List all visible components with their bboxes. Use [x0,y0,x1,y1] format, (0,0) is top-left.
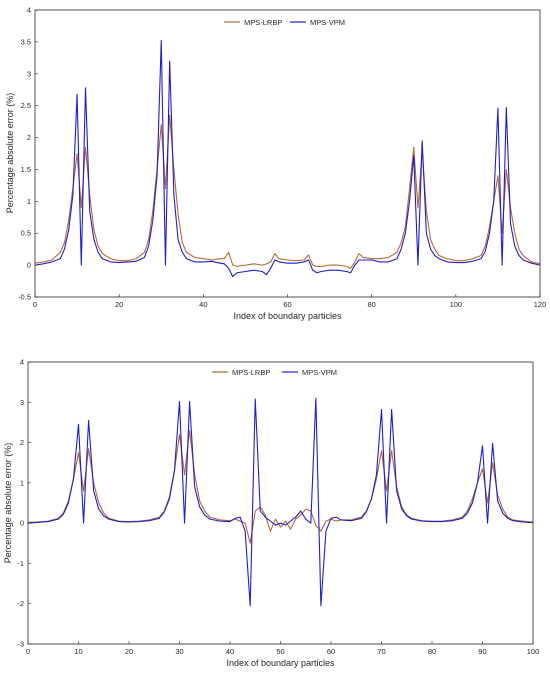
y-tick-label: -1 [17,559,24,568]
legend-box-bottom [206,366,352,378]
x-tick-label: 100 [450,300,463,309]
legend-bottom: MPS-LRBP MPS-VPM [206,366,352,378]
x-tick-label: 80 [428,647,436,656]
series-line-mps-vpm-top [34,40,541,278]
x-tick-label: 40 [199,300,207,309]
y-tick-label: 3 [20,398,24,407]
chart-top: 0 20 40 60 80 100 120 -0.500.511.522.533.54 In… [5,6,546,322]
plot-area-bottom [27,361,534,645]
series-line-mps-vpm-bottom [27,397,534,607]
y-tick-label: 1 [20,478,24,487]
x-tick-label: 30 [175,647,183,656]
legend-label-lrbp-bottom: MPS-LRBP [232,368,270,377]
y-tick-label: 2 [20,438,24,447]
x-tick-label: 40 [226,647,234,656]
x-tick-label: 60 [283,300,291,309]
y-axis-ticks-bottom: -3 -2 -1 0 1 2 3 4 [17,358,31,649]
y-tick-label: 3.5 [21,37,31,46]
x-axis-ticks-bottom: 0 10 20 30 40 50 60 70 80 90 100 [26,641,539,656]
y-tick-label: 1 [27,197,31,206]
legend-top: MPS-LRBP MPS-VPM [218,16,356,28]
x-axis-label-top: Index of boundary particles [233,311,342,321]
y-tick-label: 0.5 [21,229,31,238]
x-tick-label: 20 [115,300,123,309]
x-tick-label: 70 [377,647,385,656]
y-tick-label: 3 [27,69,31,78]
y-tick-label: 4 [20,358,24,367]
x-axis-ticks-top: 0 20 40 60 80 100 120 [33,294,546,309]
y-tick-label: 0 [27,261,31,270]
x-tick-label: 50 [276,647,284,656]
legend-label-vpm-top: MPS-VPM [310,18,345,27]
chart-bottom: 0 10 20 30 40 50 60 70 80 90 100 -3 -2 -1 0 1 2 3 4 Index… [3,358,539,669]
x-axis-label-bottom: Index of boundary particles [226,658,335,668]
y-tick-label: -0.5 [18,293,31,302]
x-tick-label: 80 [367,300,375,309]
y-axis-ticks-top: -0.5 0 0.5 1 1.5 2 2.5 3 3.5 4 [18,6,38,302]
x-tick-label: 0 [26,647,30,656]
legend-label-vpm-bottom: MPS-VPM [302,368,337,377]
legend-label-lrbp-top: MPS-LRBP [244,18,282,27]
y-tick-label: 0 [20,519,24,528]
y-axis-label-bottom: Percentage absolute error (%) [3,443,13,564]
y-tick-label: 4 [27,6,31,15]
x-tick-label: 10 [74,647,82,656]
x-tick-label: 90 [478,647,486,656]
x-tick-label: 20 [125,647,133,656]
y-axis-label-top: Percentage absolute error (%) [5,93,15,214]
plot-area-top [34,9,541,298]
series-lines-top [34,40,541,278]
y-tick-label: 2.5 [21,101,31,110]
y-tick-label: -2 [17,599,24,608]
x-tick-label: 60 [327,647,335,656]
y-tick-label: 2 [27,133,31,142]
x-tick-label: 0 [33,300,37,309]
series-line-mps-lrbp-top [34,114,541,269]
x-tick-label: 120 [534,300,547,309]
y-tick-label: 1.5 [21,165,31,174]
x-tick-label: 100 [527,647,540,656]
series-lines-bottom [27,397,534,607]
y-tick-label: -3 [17,640,24,649]
legend-box-top [218,16,356,28]
